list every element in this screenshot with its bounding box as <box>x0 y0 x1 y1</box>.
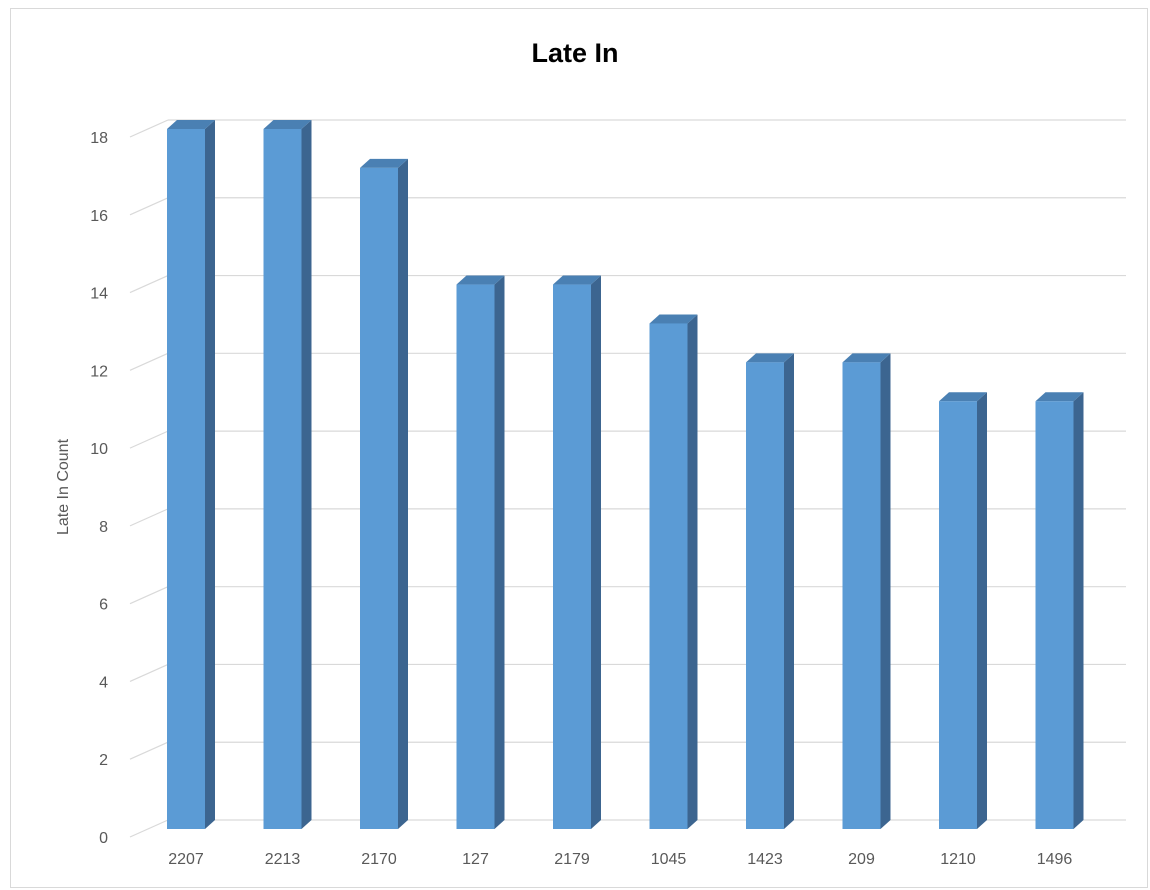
y-tick-label: 14 <box>90 286 108 303</box>
x-tick-label: 2213 <box>265 851 301 868</box>
bar-side <box>687 314 698 829</box>
y-tick-label: 2 <box>99 752 108 769</box>
gridline-slant <box>129 197 169 216</box>
bar-side <box>977 392 987 829</box>
bar-side <box>591 275 601 829</box>
bar-side <box>1073 392 1084 829</box>
bar <box>263 129 302 829</box>
y-tick-label: 6 <box>99 597 108 614</box>
gridline-slant <box>129 741 169 760</box>
bar <box>456 284 495 829</box>
bar <box>746 362 784 829</box>
x-tick-label: 1423 <box>747 851 783 868</box>
bar <box>167 129 205 829</box>
x-tick-label: 1045 <box>651 851 687 868</box>
bar-top <box>360 158 408 168</box>
bar-top <box>842 353 891 363</box>
bar-top <box>167 120 215 129</box>
gridline-slant <box>129 819 169 838</box>
y-tick-label: 12 <box>90 363 108 380</box>
bar-top <box>553 275 601 285</box>
gridline-slant <box>129 663 169 682</box>
bar-top <box>1035 392 1084 402</box>
chart-title: Late In <box>531 38 619 68</box>
x-tick-label: 2170 <box>361 851 397 868</box>
gridline-slant <box>129 586 169 605</box>
x-tick-label: 127 <box>462 851 489 868</box>
bar-top <box>263 120 312 129</box>
bar-top <box>746 353 794 363</box>
gridline-slant <box>129 119 169 138</box>
y-tick-label: 10 <box>90 441 108 458</box>
bar-top <box>456 275 505 285</box>
bar <box>842 362 881 829</box>
bar <box>360 167 398 829</box>
x-tick-label: 2179 <box>554 851 590 868</box>
y-tick-label: 4 <box>99 674 108 691</box>
bar-side <box>205 120 215 829</box>
y-tick-label: 8 <box>99 519 108 536</box>
gridline-slant <box>129 352 169 371</box>
bar <box>649 323 688 829</box>
bar <box>553 284 591 829</box>
bar <box>939 401 977 829</box>
gridline-slant <box>129 275 169 294</box>
gridline-slant <box>129 430 169 449</box>
x-tick-label: 209 <box>848 851 875 868</box>
x-tick-label: 2207 <box>168 851 204 868</box>
bar-side <box>784 353 794 829</box>
bar <box>1035 401 1074 829</box>
bar-top <box>939 392 987 402</box>
y-tick-label: 0 <box>99 830 108 847</box>
x-tick-label: 1210 <box>940 851 976 868</box>
x-tick-label: 1496 <box>1037 851 1073 868</box>
bar-side <box>880 353 891 829</box>
bar-top <box>649 314 698 324</box>
bar-side <box>301 120 312 829</box>
bar-side <box>398 158 408 829</box>
gridline-slant <box>129 508 169 527</box>
y-tick-label: 18 <box>90 130 108 147</box>
y-tick-label: 16 <box>90 208 108 225</box>
bar-side <box>494 275 505 829</box>
